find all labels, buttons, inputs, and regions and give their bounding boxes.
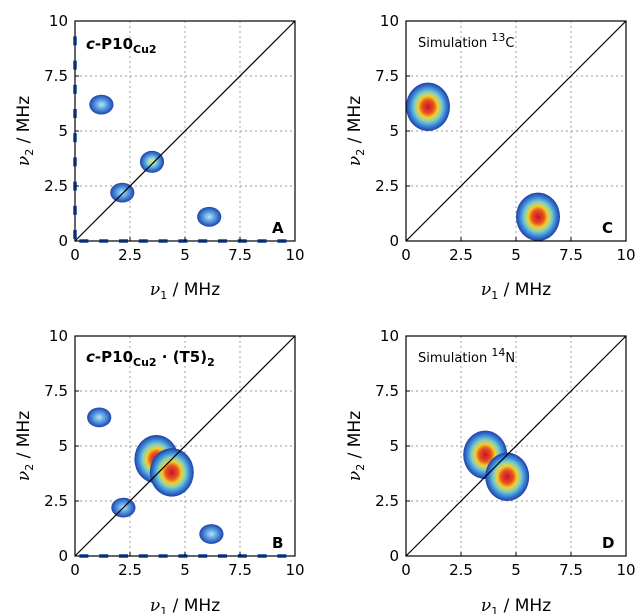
panel-c-letter: C xyxy=(602,219,613,237)
panel-d-xtick-label: 5 xyxy=(511,561,521,579)
panel-c-xtick-label: 2.5 xyxy=(449,246,473,264)
panel-b-peaks xyxy=(79,407,287,558)
panel-c-ytick-label: 7.5 xyxy=(375,67,399,85)
panel-c-xtick-label: 7.5 xyxy=(559,246,583,264)
panel-c-diagonal xyxy=(405,20,627,242)
panel-a-peak-0 xyxy=(89,94,114,115)
panel-d-peaks xyxy=(463,430,530,501)
panel-a-xtick-label: 10 xyxy=(285,246,304,264)
panel-d-peak-1 xyxy=(485,452,530,501)
panel-c-ylabel: ν2 / MHz xyxy=(345,96,367,166)
panel-a-ytick-label: 0 xyxy=(58,232,68,250)
panel-a-peaks xyxy=(73,36,287,243)
panel-b-diagonal xyxy=(74,335,296,557)
panel-a-xtick-label: 0 xyxy=(70,246,80,264)
panel-a-title: c-P10Cu2 xyxy=(86,35,157,56)
panel-c-ytick-label: 2.5 xyxy=(375,177,399,195)
panel-a-peak-2 xyxy=(139,150,165,173)
panel-b-xtick-label: 7.5 xyxy=(228,561,252,579)
panel-a-ytick-label: 7.5 xyxy=(44,67,68,85)
panel-a: 0 2.5 5 7.5 10 0 2.5 5 7.5 10 c-P10Cu2 A ν1 / MHz… xyxy=(14,12,305,302)
panel-c-peak-0 xyxy=(406,82,450,131)
panel-b-xtick-label: 0 xyxy=(70,561,80,579)
panel-b-xtick-label: 2.5 xyxy=(118,561,142,579)
panel-b-title: c-P10Cu2 · (T5)2 xyxy=(86,348,215,369)
panel-c-xtick-label: 10 xyxy=(616,246,635,264)
panel-c-peak-1 xyxy=(516,192,560,241)
panel-d-ytick-label: 2.5 xyxy=(375,492,399,510)
panel-a-xtick-label: 7.5 xyxy=(228,246,252,264)
panel-b-xlabel: ν1 / MHz xyxy=(150,596,220,614)
panel-a-xtick-label: 2.5 xyxy=(118,246,142,264)
panel-a-ylabel: ν2 / MHz xyxy=(14,96,36,166)
panel-b-ytick-label: 7.5 xyxy=(44,382,68,400)
panel-c-ytick-label: 0 xyxy=(389,232,399,250)
panel-c-ytick-label: 10 xyxy=(380,12,399,30)
panel-b-ylabel: ν2 / MHz xyxy=(14,411,36,481)
panel-a-ytick-label: 10 xyxy=(49,12,68,30)
panel-a-xtick-label: 5 xyxy=(180,246,190,264)
panel-d-letter: D xyxy=(602,534,614,552)
panel-d-ytick-label: 10 xyxy=(380,327,399,345)
panel-d-ytick-label: 7.5 xyxy=(375,382,399,400)
panel-a-diagonal xyxy=(74,20,296,242)
panel-d-xtick-label: 10 xyxy=(616,561,635,579)
panel-b-peak-0 xyxy=(87,407,112,428)
panel-c-xlabel: ν1 / MHz xyxy=(481,280,551,302)
panel-c-title: Simulation 13C xyxy=(418,31,514,51)
panel-d-xlabel: ν1 / MHz xyxy=(481,596,551,614)
panel-c-peaks xyxy=(406,82,560,241)
panel-b-xtick-label: 10 xyxy=(285,561,304,579)
panel-b-peak-4 xyxy=(199,524,224,544)
panel-a-axis-noise xyxy=(73,36,287,243)
panel-c-xtick-label: 5 xyxy=(511,246,521,264)
panel-b-letter: B xyxy=(272,534,283,552)
panel-d-xtick-label: 7.5 xyxy=(559,561,583,579)
panel-b-ytick-label: 0 xyxy=(58,547,68,565)
panel-c-ytick-label: 5 xyxy=(389,122,399,140)
panel-b-ytick-label: 5 xyxy=(58,437,68,455)
panel-d-xtick-label: 2.5 xyxy=(449,561,473,579)
panel-c: 0 2.5 5 7.5 10 0 2.5 5 7.5 10 Simulation 13C C ν1… xyxy=(345,12,636,302)
panel-d-diagonal xyxy=(405,335,627,557)
panel-b-ytick-label: 2.5 xyxy=(44,492,68,510)
panel-a-ytick-label: 2.5 xyxy=(44,177,68,195)
panel-b-peak-3 xyxy=(149,448,194,497)
panel-a-letter: A xyxy=(272,219,284,237)
panel-d-ticks: 0 2.5 5 7.5 10 0 2.5 5 7.5 10 xyxy=(375,327,635,579)
panel-c-xtick-label: 0 xyxy=(401,246,411,264)
panel-d: 0 2.5 5 7.5 10 0 2.5 5 7.5 10 Simulation 14N D ν1… xyxy=(345,327,636,614)
panel-d-title: Simulation 14N xyxy=(418,346,515,366)
panel-a-ticks: 0 2.5 5 7.5 10 0 2.5 5 7.5 10 xyxy=(44,12,304,264)
panel-d-ylabel: ν2 / MHz xyxy=(345,411,367,481)
panel-d-ytick-label: 0 xyxy=(389,547,399,565)
panel-d-xtick-label: 0 xyxy=(401,561,411,579)
panel-a-xlabel: ν1 / MHz xyxy=(150,280,220,302)
panel-c-ticks: 0 2.5 5 7.5 10 0 2.5 5 7.5 10 xyxy=(375,12,635,264)
panel-a-ytick-label: 5 xyxy=(58,122,68,140)
panel-d-ytick-label: 5 xyxy=(389,437,399,455)
panel-a-peak-3 xyxy=(197,206,222,227)
panel-b-xtick-label: 5 xyxy=(180,561,190,579)
panel-b-ytick-label: 10 xyxy=(49,327,68,345)
panel-b-ticks: 0 2.5 5 7.5 10 0 2.5 5 7.5 10 xyxy=(44,327,304,579)
